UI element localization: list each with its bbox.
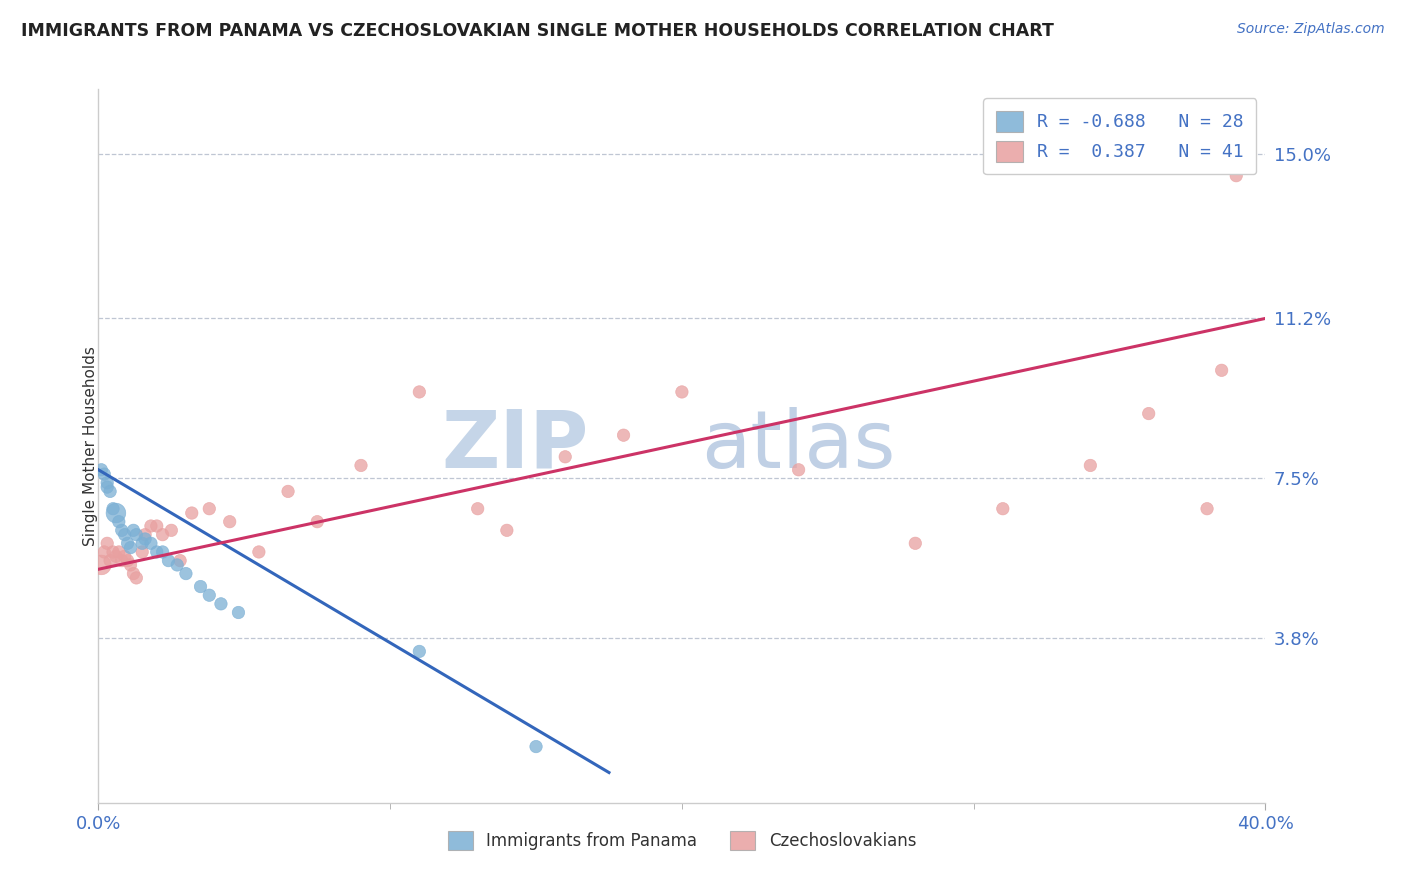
Point (93, 467, 115, 482)
Point (991, 501, 1014, 516)
Point (114, 549, 136, 564)
Point (524, 739, 547, 754)
Point (612, 428, 634, 442)
Text: ZIP: ZIP (441, 407, 589, 485)
Point (90, 463, 112, 477)
Point (180, 506, 202, 520)
Point (98, 553, 121, 567)
Point (122, 566, 145, 581)
Point (190, 580, 212, 594)
Point (228, 606, 250, 620)
Point (96, 536, 118, 550)
Point (671, 384, 693, 399)
Point (96, 475, 118, 490)
Point (90, 558, 112, 572)
Point (101, 501, 124, 516)
Point (157, 553, 180, 567)
Point (139, 536, 162, 550)
Point (146, 519, 169, 533)
Point (139, 519, 162, 533)
Legend: Immigrants from Panama, Czechoslovakians: Immigrants from Panama, Czechoslovakians (439, 822, 925, 859)
Point (120, 541, 142, 555)
Point (350, 458, 373, 473)
Point (152, 545, 174, 559)
Point (408, 384, 430, 399)
Point (117, 536, 139, 550)
Point (114, 527, 136, 541)
Point (146, 545, 169, 559)
Point (93, 545, 115, 559)
Point (134, 532, 156, 546)
Point (166, 558, 188, 572)
Point (122, 524, 145, 538)
Point (131, 545, 153, 559)
Point (198, 501, 221, 516)
Point (98, 484, 121, 499)
Point (218, 515, 240, 529)
Point (101, 545, 124, 559)
Point (787, 463, 810, 477)
Point (1211, 363, 1233, 377)
Point (108, 545, 131, 559)
Point (117, 553, 139, 567)
Point (1137, 407, 1160, 421)
Point (104, 549, 127, 564)
Point (174, 566, 197, 581)
Point (111, 553, 134, 567)
Point (496, 524, 519, 538)
Point (120, 558, 142, 572)
Point (554, 450, 576, 464)
Point (131, 536, 153, 550)
Point (104, 506, 127, 520)
Text: Source: ZipAtlas.com: Source: ZipAtlas.com (1237, 22, 1385, 37)
Point (1225, 169, 1247, 183)
Point (152, 527, 174, 541)
Y-axis label: Single Mother Households: Single Mother Households (83, 346, 97, 546)
Point (467, 501, 489, 516)
Point (904, 536, 927, 550)
Point (111, 524, 134, 538)
Point (125, 571, 148, 585)
Point (198, 588, 221, 602)
Point (134, 527, 156, 541)
Point (1195, 501, 1218, 516)
Text: IMMIGRANTS FROM PANAMA VS CZECHOSLOVAKIAN SINGLE MOTHER HOUSEHOLDS CORRELATION C: IMMIGRANTS FROM PANAMA VS CZECHOSLOVAKIA… (21, 22, 1054, 40)
Point (160, 524, 183, 538)
Point (277, 484, 299, 499)
Point (247, 545, 270, 559)
Point (96, 480, 118, 494)
Point (307, 515, 329, 529)
Text: atlas: atlas (702, 407, 896, 485)
Point (209, 597, 232, 611)
Point (169, 553, 191, 567)
Point (125, 527, 148, 541)
Point (408, 644, 430, 658)
Point (1080, 458, 1102, 473)
Point (108, 515, 131, 529)
